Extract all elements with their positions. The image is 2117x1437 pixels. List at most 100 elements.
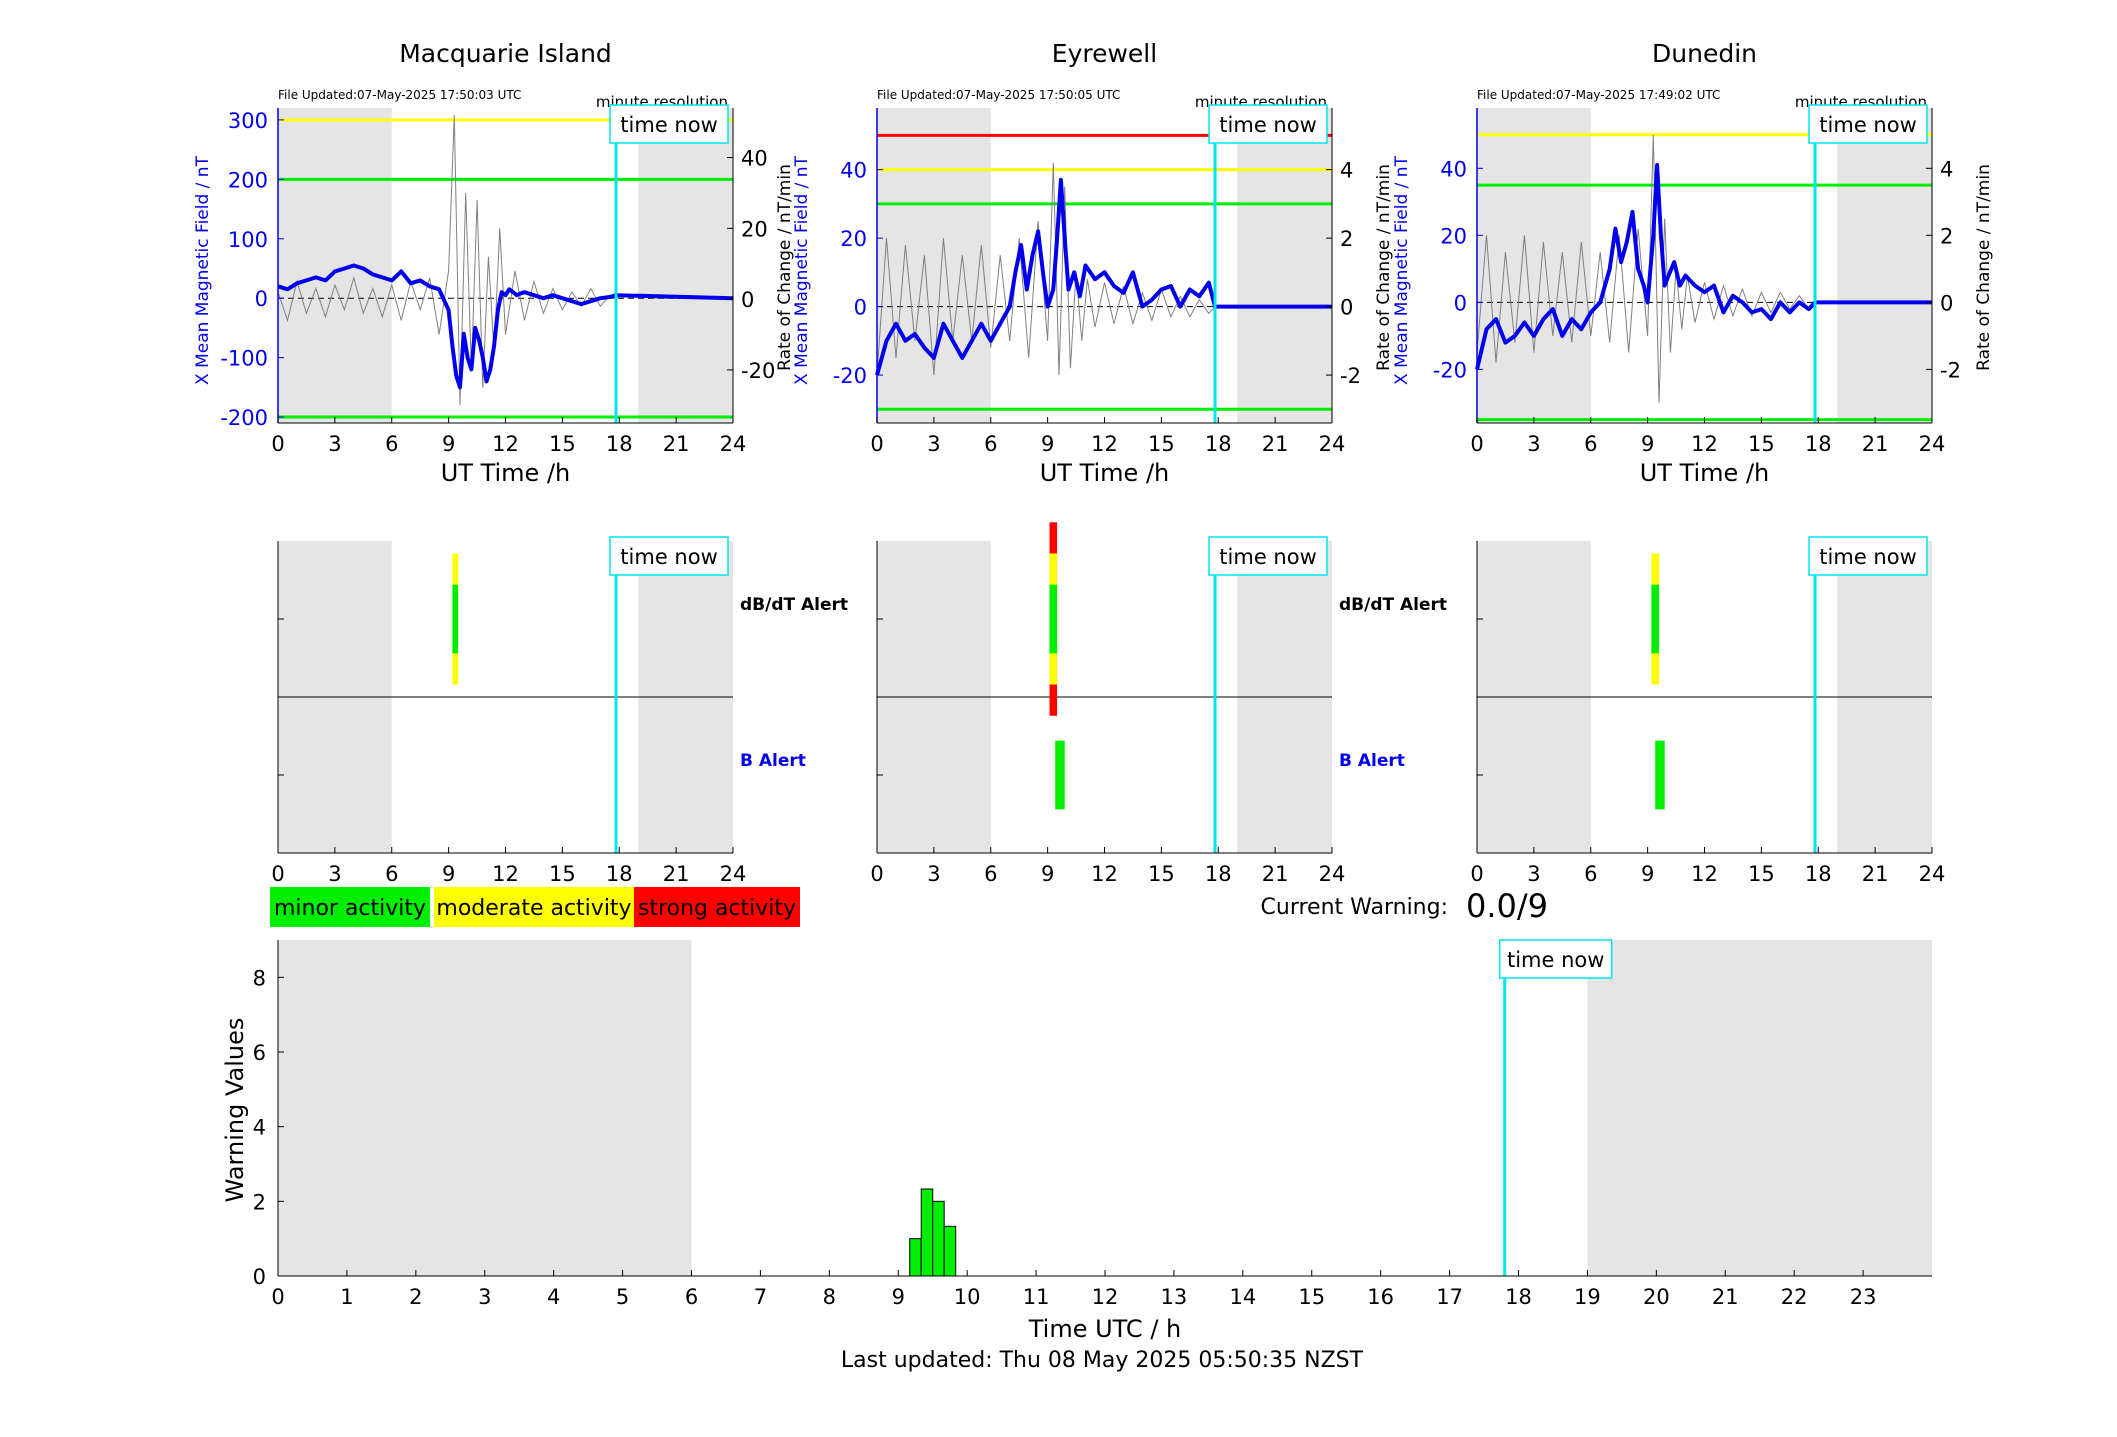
y-tick-label: 100 xyxy=(228,228,268,252)
x-tick-label: 0 xyxy=(1470,432,1483,456)
y2-tick-label: 4 xyxy=(1940,157,1953,181)
x-tick-label: 12 xyxy=(1091,862,1118,886)
x-tick-label: 21 xyxy=(1262,432,1289,456)
x-tick-label: 0 xyxy=(271,432,284,456)
x-tick-label: 21 xyxy=(1712,1285,1739,1309)
legend-strong-label: strong activity xyxy=(638,896,796,921)
x-tick-label: 18 xyxy=(1505,1285,1532,1309)
y-tick-label: 300 xyxy=(228,109,268,133)
x-tick-label: 24 xyxy=(1919,862,1946,886)
alert-panel-eyrewell: time now 0 3 6 9 12 15 18 21 24 dB/dT Alert B Alert xyxy=(870,522,1447,886)
x-tick-label: 6 xyxy=(984,862,997,886)
y2-tick-label: 2 xyxy=(1940,224,1953,248)
time-now-label: time now xyxy=(1819,545,1916,569)
x-tick-label: 24 xyxy=(1919,432,1946,456)
station-title: Macquarie Island xyxy=(399,39,612,68)
x-tick-label: 12 xyxy=(492,862,519,886)
x-tick-label: 9 xyxy=(892,1285,905,1309)
y2-tick-label: 0 xyxy=(741,288,754,312)
x-tick-label: 18 xyxy=(1205,862,1232,886)
time-now-box xyxy=(1208,104,1328,144)
y-axis-label: Warning Values xyxy=(221,1018,249,1203)
last-updated: Last updated: Thu 08 May 2025 05:50:35 N… xyxy=(841,1348,1364,1373)
alert-bar-minor xyxy=(1055,740,1065,810)
y-tick-label: 0 xyxy=(854,296,867,320)
y2-tick-label: -2 xyxy=(1340,364,1361,388)
alert-panel-macquarie-island: time now 0 3 6 9 12 15 18 21 24 dB/dT Alert B Alert xyxy=(271,536,848,886)
x-tick-label: 12 xyxy=(1092,1285,1119,1309)
y2-tick-label: -20 xyxy=(741,359,775,383)
x-tick-label: 11 xyxy=(1023,1285,1050,1309)
x-tick-label: 21 xyxy=(663,862,690,886)
y-tick-label: 0 xyxy=(255,287,268,311)
legend-moderate-swatch xyxy=(434,887,634,927)
warning-bar xyxy=(932,1200,945,1277)
y-tick-label: -100 xyxy=(220,347,268,371)
time-now-label: time now xyxy=(1507,948,1604,972)
alert-bar-minor xyxy=(452,584,459,654)
x-tick-label: 22 xyxy=(1781,1285,1808,1309)
x-tick-label: 6 xyxy=(685,1285,698,1309)
x-tick-label: 0 xyxy=(1470,862,1483,886)
y2-axis-label: Rate of Change / nT/min xyxy=(1374,164,1394,371)
row-label-b: B Alert xyxy=(1339,751,1405,771)
current-warning-value: 0.0/9 xyxy=(1466,887,1548,925)
night-shade xyxy=(1587,940,1932,1276)
time-now-box xyxy=(1808,536,1928,576)
y-tick-label: 2 xyxy=(253,1190,266,1214)
y2-tick-label: -2 xyxy=(1940,358,1961,382)
warning-bar xyxy=(909,1238,922,1277)
x-tick-label: 12 xyxy=(1091,432,1118,456)
x-tick-label: 0 xyxy=(870,432,883,456)
time-now-label: time now xyxy=(1219,545,1316,569)
x-tick-label: 23 xyxy=(1850,1285,1877,1309)
x-tick-label: 0 xyxy=(870,862,883,886)
y2-tick-label: 4 xyxy=(1340,159,1353,183)
x-tick-label: 13 xyxy=(1161,1285,1188,1309)
x-tick-label: 15 xyxy=(1148,862,1175,886)
x-tick-label: 2 xyxy=(409,1285,422,1309)
alert-panel-dunedin: time now 0 3 6 9 12 15 18 21 24 xyxy=(1470,536,1946,886)
y-tick-label: 40 xyxy=(1440,157,1467,181)
time-now-label: time now xyxy=(620,113,717,137)
x-tick-label: 7 xyxy=(754,1285,767,1309)
y-axis-label: X Mean Magnetic Field / nT xyxy=(1392,155,1412,385)
x-axis-label: UT Time /h xyxy=(1040,459,1170,487)
night-shade xyxy=(1237,108,1332,423)
magnetic-field-line xyxy=(875,177,1332,376)
y2-axis-label: Rate of Change / nT/min xyxy=(775,164,795,371)
station-title: Eyrewell xyxy=(1052,39,1157,68)
y2-axis-label: Rate of Change / nT/min xyxy=(1974,164,1994,371)
y2-tick-label: 0 xyxy=(1940,291,1953,315)
x-tick-label: 15 xyxy=(1748,862,1775,886)
y-tick-label: 0 xyxy=(1454,291,1467,315)
x-tick-label: 3 xyxy=(478,1285,491,1309)
y2-tick-label: 20 xyxy=(741,217,768,241)
x-tick-label: 21 xyxy=(1862,432,1889,456)
time-now-label: time now xyxy=(1819,113,1916,137)
x-tick-label: 3 xyxy=(328,862,341,886)
legend-minor-swatch xyxy=(270,887,430,927)
magnetic-field-line xyxy=(1475,163,1932,370)
x-tick-label: 15 xyxy=(1748,432,1775,456)
x-tick-label: 15 xyxy=(1298,1285,1325,1309)
night-shade xyxy=(638,108,733,423)
x-tick-label: 24 xyxy=(720,862,747,886)
night-shade xyxy=(1837,108,1932,423)
y-tick-label: 20 xyxy=(1440,224,1467,248)
y-tick-label: -20 xyxy=(1433,358,1467,382)
y-tick-label: 4 xyxy=(253,1116,266,1140)
night-shade xyxy=(278,940,692,1276)
x-tick-label: 10 xyxy=(954,1285,981,1309)
x-tick-label: 6 xyxy=(1584,432,1597,456)
time-now-box xyxy=(609,536,729,576)
y-tick-label: 0 xyxy=(253,1265,266,1289)
station-title: Dunedin xyxy=(1652,39,1757,68)
y2-tick-label: 2 xyxy=(1340,227,1353,251)
row-label-dbdt: dB/dT Alert xyxy=(1339,595,1447,615)
night-shade xyxy=(1477,108,1591,423)
x-tick-label: 4 xyxy=(547,1285,560,1309)
time-now-box xyxy=(1808,104,1928,144)
x-tick-label: 19 xyxy=(1574,1285,1601,1309)
